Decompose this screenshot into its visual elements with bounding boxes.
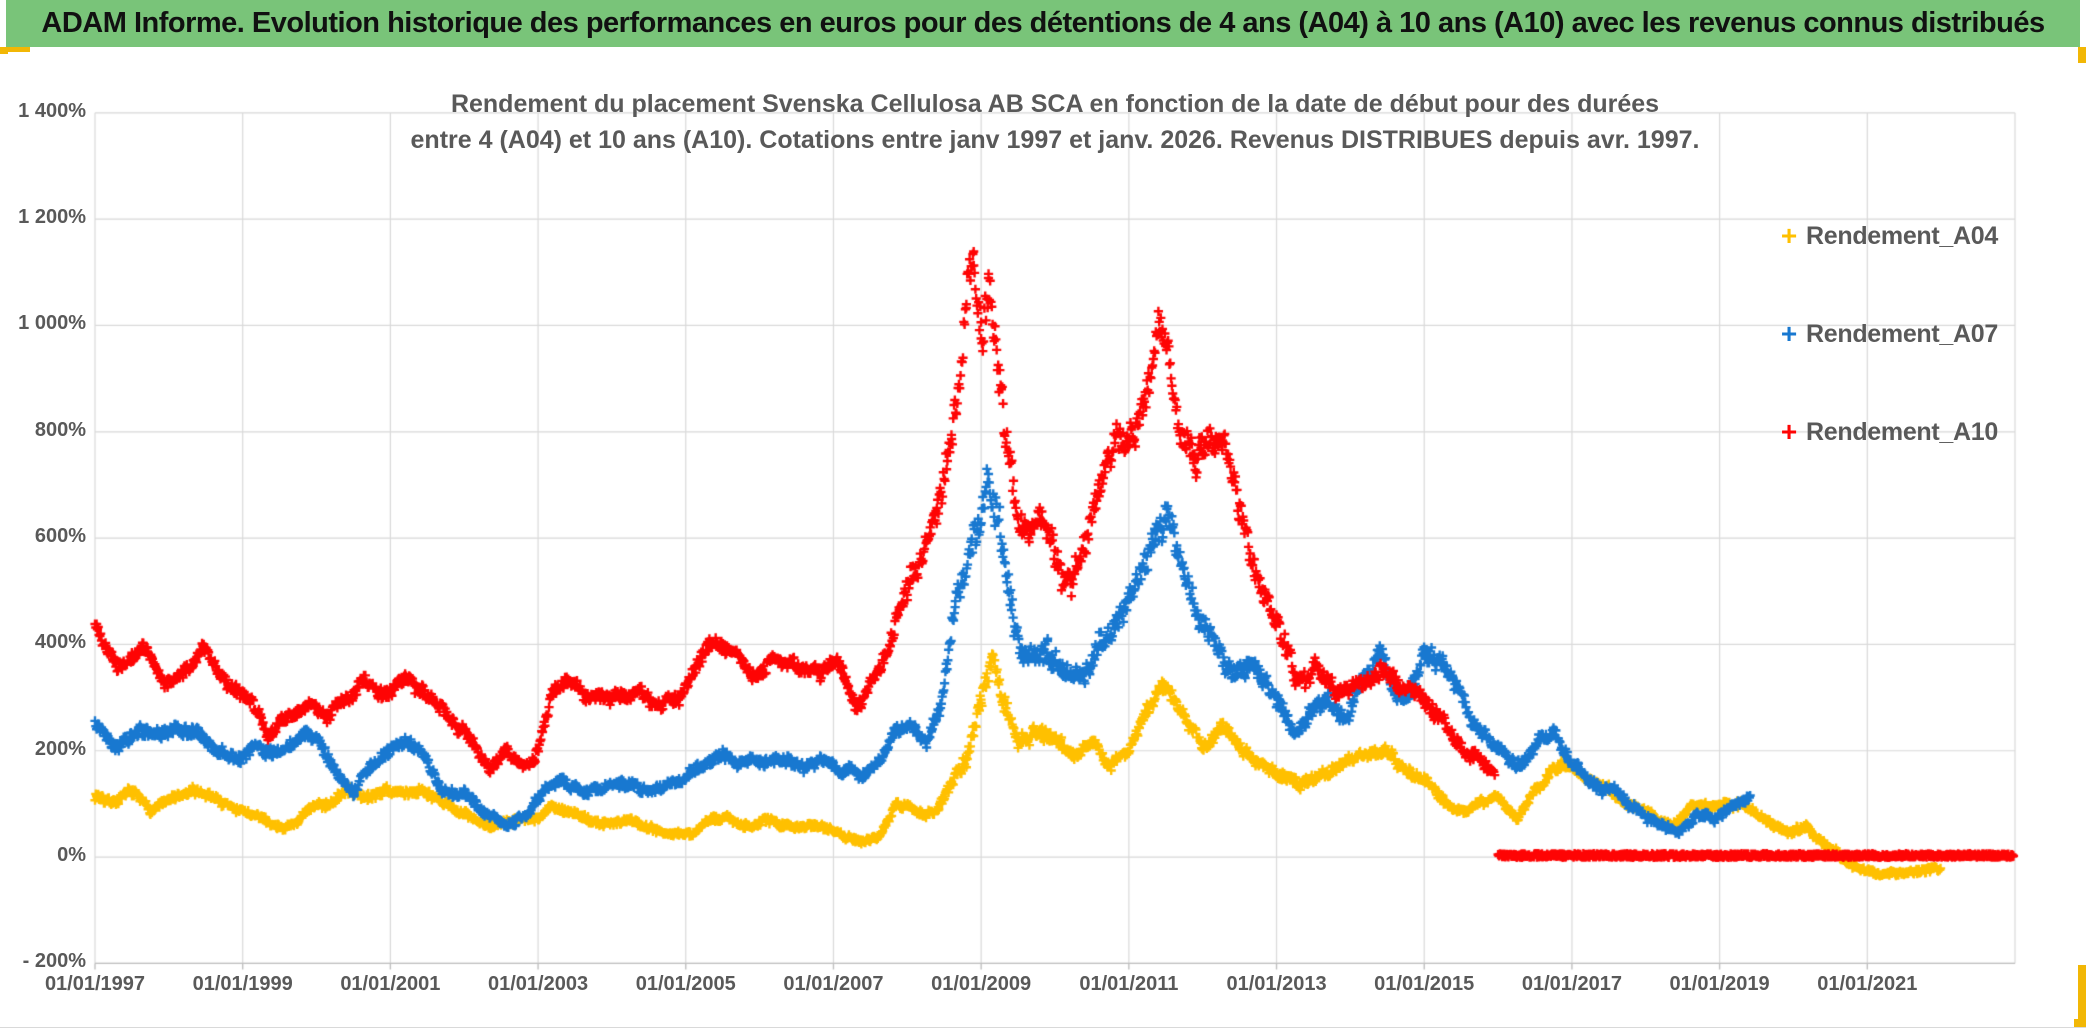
y-axis-tick-label: 1 200% xyxy=(18,206,86,229)
y-axis-tick-label: 200% xyxy=(34,737,86,760)
x-axis-tick-label: 01/01/2001 xyxy=(340,973,441,995)
legend-item-rendement_a10[interactable]: + Rendement_A10 xyxy=(1772,414,1998,450)
x-axis-tick-label: 01/01/2005 xyxy=(635,973,736,995)
plus-marker-icon: + xyxy=(1780,220,1798,251)
y-axis-tick-label: 1 000% xyxy=(18,312,86,335)
chart-legend: + Rendement_A04 + Rendement_A07 + Rendement_A… xyxy=(1772,218,1998,512)
legend-item-label: Rendement_A04 xyxy=(1806,221,1998,250)
legend-item-label: Rendement_A10 xyxy=(1806,417,1998,446)
x-axis-tick-label: 01/01/2015 xyxy=(1374,973,1475,995)
y-axis-tick-label: 1 400% xyxy=(18,99,86,122)
legend-item-label: Rendement_A07 xyxy=(1806,319,1998,348)
plus-marker-icon: + xyxy=(1780,318,1798,349)
y-axis-tick-label: - 200% xyxy=(22,950,86,973)
y-axis-tick-label: 0% xyxy=(57,844,86,867)
chart-title-line2: entre 4 (A04) et 10 ans (A10). Cotations… xyxy=(410,126,1700,154)
legend-item-rendement_a04[interactable]: + Rendement_A04 xyxy=(1772,218,1998,254)
y-axis-tick-label: 600% xyxy=(34,525,86,548)
plus-marker-icon: + xyxy=(1780,416,1798,447)
y-axis-tick-label: 400% xyxy=(34,631,86,654)
x-axis-tick-label: 01/01/2003 xyxy=(488,973,589,995)
x-axis-tick-label: 01/01/2019 xyxy=(1669,973,1770,995)
x-axis-tick-label: 01/01/2011 xyxy=(1079,973,1179,995)
chart-title: Rendement du placement Svenska Cellulosa… xyxy=(95,86,2015,158)
x-axis-tick-label: 01/01/1997 xyxy=(44,973,146,995)
x-axis-tick-label: 01/01/2013 xyxy=(1226,973,1327,995)
x-axis-tick-label: 01/01/1999 xyxy=(192,973,293,995)
x-axis-tick-label: 01/01/2007 xyxy=(783,973,884,995)
x-axis-tick-label: 01/01/2021 xyxy=(1817,973,1918,995)
chart-title-line1: Rendement du placement Svenska Cellulosa… xyxy=(450,90,1660,118)
legend-item-rendement_a07[interactable]: + Rendement_A07 xyxy=(1772,316,1998,352)
x-axis-tick-label: 01/01/2017 xyxy=(1521,973,1622,995)
y-axis-tick-label: 800% xyxy=(34,418,86,441)
x-axis-tick-label: 01/01/2009 xyxy=(931,973,1032,995)
